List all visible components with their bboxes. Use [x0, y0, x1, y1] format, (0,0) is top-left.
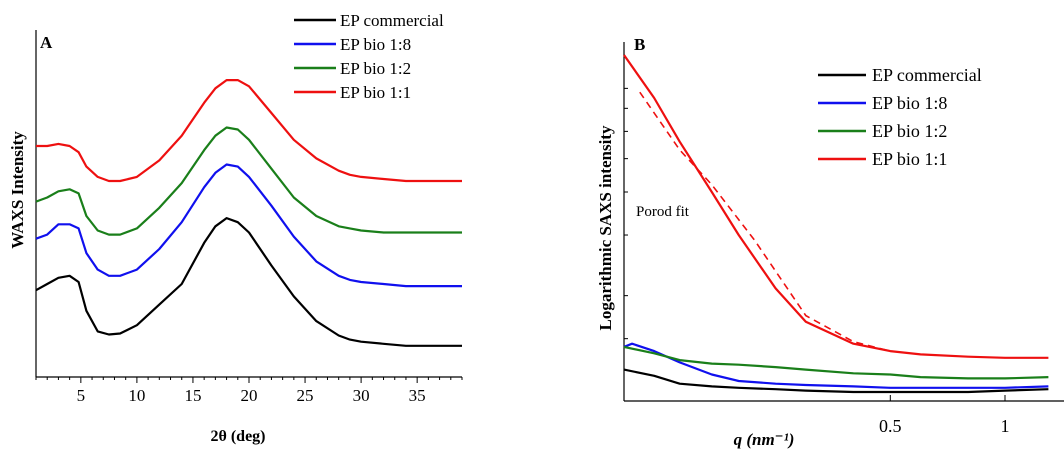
saxs-legend-label: EP bio 1:2 — [872, 121, 947, 141]
saxs-series-ep-bio-1-8 — [623, 342, 1049, 389]
waxs-legend-label: EP bio 1:2 — [340, 59, 411, 78]
waxs-x-tick-label: 30 — [353, 386, 370, 405]
waxs-x-tick-label: 25 — [297, 386, 314, 405]
waxs-x-tick-label: 15 — [184, 386, 201, 405]
waxs-x-axis-label: 2θ (deg) — [210, 428, 265, 445]
saxs-panel: 0.5 1 B q (nm⁻¹) Logarithmic SAXS intensi… — [596, 35, 1064, 449]
saxs-legend-label: EP commercial — [872, 65, 982, 85]
waxs-legend-label: EP commercial — [340, 11, 444, 30]
saxs-x-axis-label: q (nm⁻¹) — [734, 430, 795, 449]
waxs-x-tick-label: 35 — [409, 386, 426, 405]
waxs-x-tick-label: 20 — [241, 386, 258, 405]
waxs-legend: EP commercial EP bio 1:8 EP bio 1:2 EP bio … — [294, 11, 444, 102]
waxs-series-ep-bio-1-1 — [36, 79, 462, 183]
waxs-y-axis-label: WAXS Intensity — [8, 131, 27, 249]
waxs-legend-label: EP bio 1:1 — [340, 83, 411, 102]
waxs-series-group — [35, 79, 462, 347]
saxs-y-axis-label: Logarithmic SAXS intensity — [596, 125, 615, 330]
waxs-series-ep-bio-1-8 — [35, 163, 462, 288]
saxs-series-ep-bio-1-1 — [623, 54, 1049, 359]
saxs-series-ep-bio-1-2 — [623, 345, 1049, 380]
waxs-series-ep-commercial — [35, 217, 462, 347]
saxs-series-group — [623, 54, 1049, 394]
saxs-legend-label: EP bio 1:1 — [872, 149, 947, 169]
saxs-series-ep-commercial — [623, 368, 1049, 394]
saxs-x-tick-label: 0.5 — [879, 416, 902, 436]
saxs-axes — [623, 42, 1064, 402]
saxs-panel-label: B — [634, 35, 645, 54]
waxs-panel: 5 10 15 20 25 30 35 A 2θ (deg) WAXS Intensity … — [8, 11, 463, 445]
waxs-legend-label: EP bio 1:8 — [340, 35, 411, 54]
waxs-x-ticks: 5 10 15 20 25 30 35 — [35, 377, 463, 405]
waxs-x-tick-label: 5 — [77, 386, 86, 405]
porod-fit-annotation: Porod fit — [636, 204, 690, 220]
saxs-x-tick-label: 1 — [1001, 416, 1010, 436]
saxs-x-ticks: 0.5 1 — [879, 395, 1010, 436]
waxs-panel-label: A — [40, 33, 53, 52]
saxs-legend-label: EP bio 1:8 — [872, 93, 947, 113]
saxs-legend: EP commercial EP bio 1:8 EP bio 1:2 EP bio … — [818, 65, 982, 169]
waxs-x-tick-label: 10 — [128, 386, 145, 405]
waxs-series-ep-bio-1-2 — [35, 126, 462, 236]
